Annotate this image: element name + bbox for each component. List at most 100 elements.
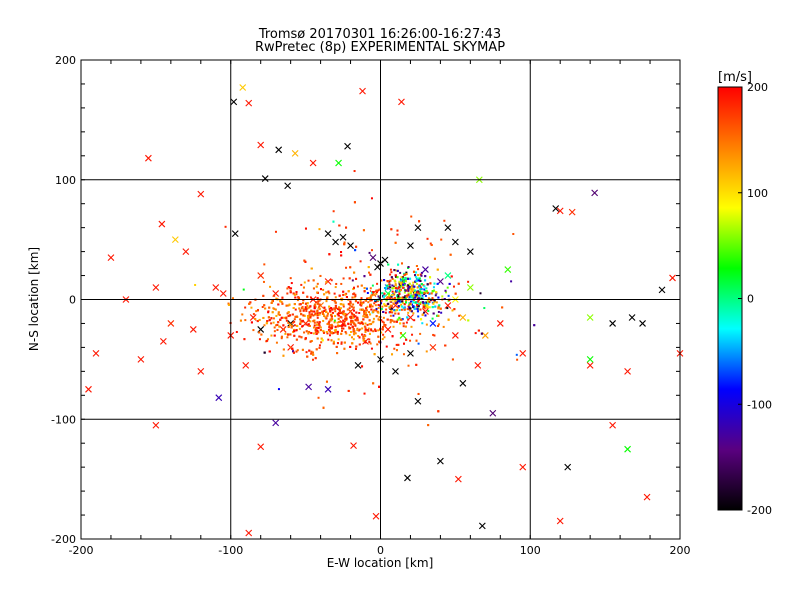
- dot-point: [415, 282, 418, 285]
- cross-point: [474, 361, 482, 369]
- dot-point: [352, 286, 355, 289]
- dot-point: [359, 308, 362, 311]
- dot-point: [273, 330, 276, 333]
- dot-point: [334, 296, 337, 299]
- dot-point: [294, 315, 297, 318]
- dot-point: [419, 308, 422, 311]
- dot-point: [326, 332, 329, 335]
- dot-point: [427, 297, 430, 300]
- dot-point: [349, 316, 352, 319]
- dot-point: [405, 273, 408, 276]
- dot-point: [313, 321, 316, 324]
- cross-point: [568, 208, 576, 216]
- dot-point: [344, 331, 347, 334]
- dot-point: [386, 284, 389, 287]
- dot-point: [334, 310, 337, 313]
- dot-point: [344, 293, 347, 296]
- dot-point: [413, 307, 416, 310]
- dot-point: [417, 303, 420, 306]
- dot-point: [393, 279, 396, 282]
- dot-point: [391, 284, 394, 287]
- dot-point: [467, 319, 470, 322]
- dot-point: [405, 301, 408, 304]
- dot-point: [298, 303, 301, 306]
- dot-point: [348, 277, 351, 280]
- dot-point: [424, 307, 427, 310]
- dot-point: [410, 296, 413, 299]
- dot-point: [394, 280, 397, 283]
- dot-point: [417, 294, 420, 297]
- dot-point: [401, 278, 404, 281]
- dot-point: [306, 307, 309, 310]
- dot-point: [367, 271, 370, 274]
- cross-point: [257, 443, 265, 451]
- dot-point: [292, 350, 295, 353]
- dot-point: [381, 326, 384, 329]
- dot-point: [314, 331, 317, 334]
- dot-point: [316, 329, 319, 332]
- dot-point: [432, 333, 435, 336]
- dot-point: [440, 311, 443, 314]
- dot-point: [406, 316, 409, 319]
- cross-point: [344, 142, 351, 150]
- dot-point: [402, 286, 405, 289]
- cross-point: [284, 182, 292, 190]
- dot-point: [352, 316, 355, 319]
- dot-point: [345, 296, 348, 299]
- colorbar-label: [m/s]: [718, 70, 752, 85]
- cross-point: [429, 320, 437, 327]
- dot-point: [414, 293, 417, 296]
- dot-point: [382, 310, 385, 313]
- dot-point: [266, 339, 269, 342]
- dot-point: [413, 319, 416, 322]
- dot-point: [327, 338, 330, 341]
- dot-point: [436, 282, 439, 285]
- dot-point: [330, 317, 333, 320]
- dot-point: [329, 331, 332, 334]
- dot-point: [403, 284, 406, 287]
- dot-point: [401, 300, 404, 303]
- dot-point: [433, 282, 436, 285]
- dot-point: [313, 305, 316, 308]
- dot-point: [332, 342, 335, 345]
- dot-point: [432, 302, 435, 305]
- dot-point: [303, 314, 306, 317]
- dot-point: [422, 291, 425, 294]
- dot-point: [282, 328, 285, 331]
- dot-point: [398, 286, 401, 289]
- dot-point: [394, 274, 397, 277]
- dot-point: [426, 237, 429, 240]
- dot-point: [370, 308, 373, 311]
- dot-point: [351, 313, 354, 316]
- cross-point: [144, 154, 152, 162]
- dot-point: [328, 320, 331, 323]
- dot-point: [337, 317, 340, 320]
- dot-point: [302, 314, 305, 317]
- cross-point: [257, 272, 265, 279]
- dot-point: [397, 305, 400, 308]
- dot-point: [392, 325, 395, 328]
- dot-point: [337, 324, 340, 327]
- cross-point: [261, 175, 269, 182]
- dot-point: [298, 335, 301, 338]
- dot-point: [392, 302, 395, 305]
- dot-point: [353, 322, 356, 325]
- dot-point: [380, 331, 383, 334]
- dot-point: [328, 305, 331, 308]
- colorbar-tick-label: 0: [747, 293, 754, 306]
- colorbar: [m/s] -200 -100 0 100 200: [717, 70, 772, 517]
- dot-point: [425, 323, 428, 326]
- dot-point: [409, 292, 412, 295]
- dot-point: [316, 314, 319, 317]
- dot-point: [359, 328, 362, 331]
- dot-point: [293, 303, 296, 306]
- dot-point: [450, 275, 453, 278]
- dot-point: [333, 300, 336, 303]
- cross-point: [643, 493, 651, 501]
- dot-point: [350, 319, 353, 322]
- dot-point: [321, 339, 324, 342]
- dot-point: [331, 325, 334, 328]
- dot-point: [395, 349, 398, 352]
- dot-point: [329, 310, 332, 313]
- dot-point: [290, 326, 293, 329]
